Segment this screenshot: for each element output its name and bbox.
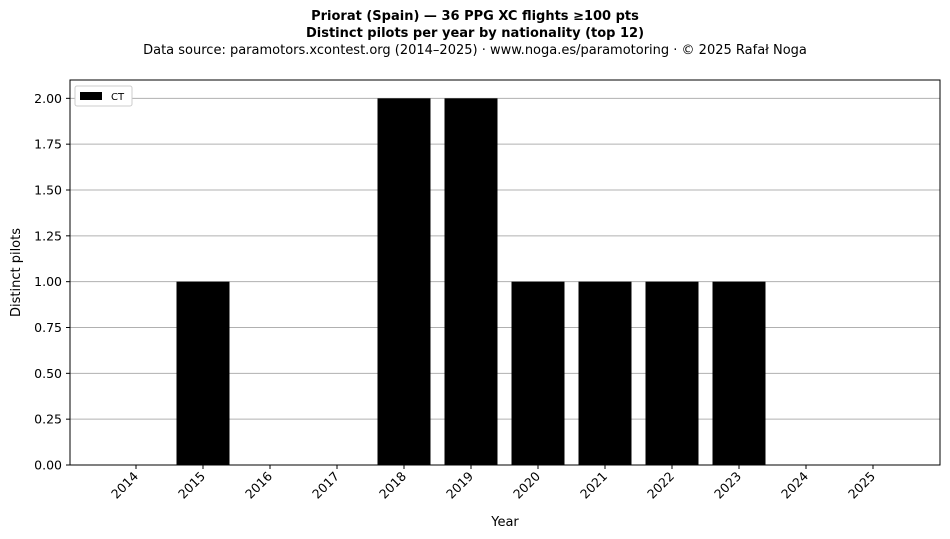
y-tick-label: 0.75 bbox=[34, 320, 62, 335]
x-tick-label: 2025 bbox=[845, 469, 878, 502]
y-tick-label: 1.00 bbox=[34, 274, 62, 289]
bar-ct-2022 bbox=[645, 281, 699, 465]
x-tick-label: 2019 bbox=[443, 468, 476, 501]
x-tick-label: 2022 bbox=[644, 469, 677, 502]
legend-swatch-ct bbox=[80, 92, 102, 100]
y-tick-label: 1.75 bbox=[34, 137, 62, 152]
y-tick-label: 0.25 bbox=[34, 412, 62, 427]
y-tick-label: 2.00 bbox=[34, 91, 62, 106]
chart-source-line: Data source: paramotors.xcontest.org (20… bbox=[143, 43, 807, 58]
bar-ct-2019 bbox=[444, 98, 498, 465]
chart-title-line-2: Distinct pilots per year by nationality … bbox=[305, 26, 645, 41]
x-tick-label: 2023 bbox=[711, 469, 744, 502]
x-tick-label: 2016 bbox=[242, 468, 275, 501]
legend-frame bbox=[74, 85, 133, 107]
bar-ct-2023 bbox=[712, 281, 766, 465]
y-axis-ticks: 0.00 0.25 0.50 0.75 1.00 1.25 1.50 1.75 2.00 bbox=[34, 91, 70, 473]
x-tick-label: 2015 bbox=[175, 469, 208, 502]
y-tick-label: 0.00 bbox=[34, 458, 62, 473]
bar-ct-2018 bbox=[377, 98, 431, 465]
x-tick-label: 2014 bbox=[108, 468, 141, 501]
legend-label-ct: CT bbox=[111, 92, 125, 103]
y-axis-label: Distinct pilots bbox=[9, 228, 24, 317]
x-axis-ticks: 2014 2015 2016 2017 2018 2019 2020 2021 2022 2023… bbox=[108, 465, 878, 502]
bar-ct-2021 bbox=[578, 281, 632, 465]
x-tick-label: 2021 bbox=[577, 469, 610, 502]
bar-ct-2015 bbox=[176, 281, 230, 465]
bar-ct-2020 bbox=[511, 281, 565, 465]
y-tick-label: 0.50 bbox=[34, 366, 62, 381]
bars bbox=[176, 98, 766, 465]
chart-title-line-1: Priorat (Spain) — 36 PPG XC flights ≥100… bbox=[311, 9, 639, 24]
y-tick-label: 1.25 bbox=[34, 228, 62, 243]
y-tick-label: 1.50 bbox=[34, 183, 62, 198]
x-tick-label: 2020 bbox=[510, 468, 543, 501]
x-axis-label: Year bbox=[490, 515, 519, 530]
x-tick-label: 2024 bbox=[778, 468, 811, 501]
legend: CT bbox=[74, 85, 133, 107]
chart-header: Priorat (Spain) — 36 PPG XC flights ≥100… bbox=[0, 8, 950, 60]
x-tick-label: 2018 bbox=[376, 468, 409, 501]
x-tick-label: 2017 bbox=[309, 469, 342, 502]
plot-frame bbox=[69, 79, 941, 466]
